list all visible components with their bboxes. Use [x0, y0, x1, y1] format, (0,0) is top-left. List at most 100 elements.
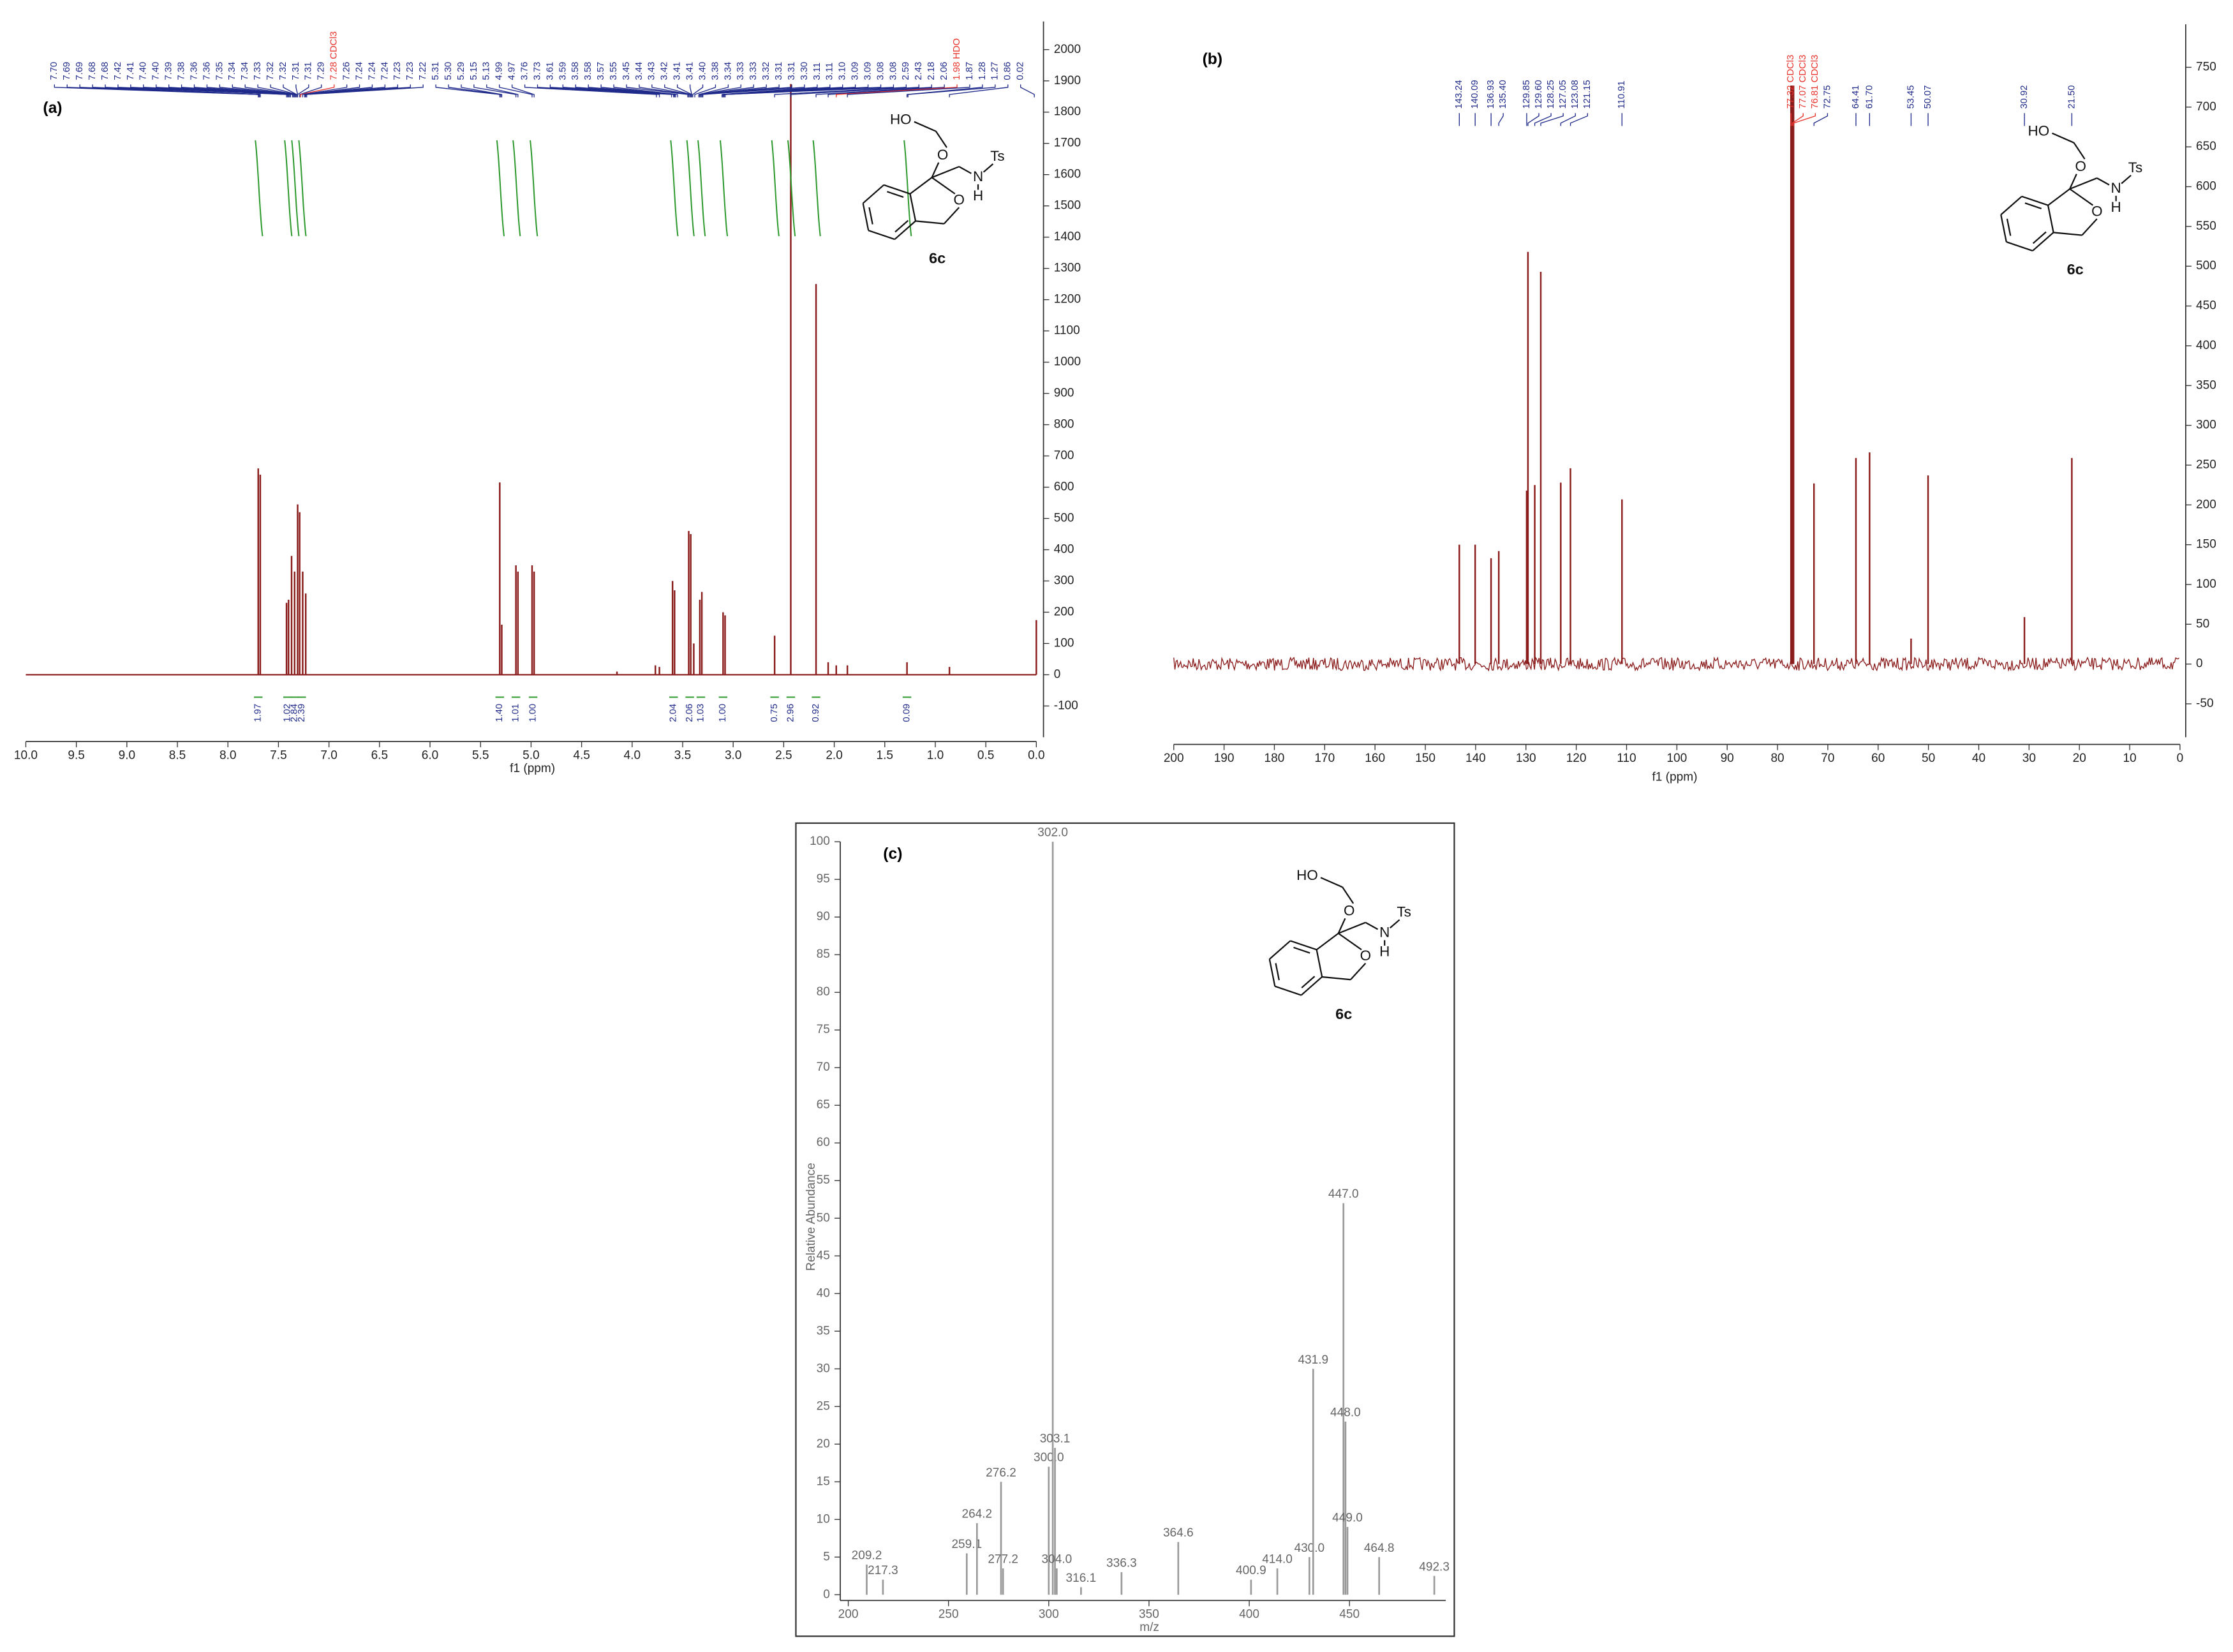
x-axis-label: f1 (ppm) — [1652, 770, 1698, 784]
peak-label-leader — [836, 84, 958, 98]
x-tick-label: 4.5 — [573, 749, 590, 763]
bond — [935, 131, 947, 148]
peak-label-leader — [724, 84, 894, 98]
peak-label: 3.31 — [787, 62, 797, 80]
bond — [2069, 188, 2094, 206]
peak-label: 61.70 — [1864, 85, 1874, 108]
peak-label: 3.10 — [838, 62, 848, 80]
ms-peak-label: 277.2 — [988, 1553, 1018, 1566]
ms-peak-label: 217.3 — [868, 1564, 898, 1577]
x-axis-label: m/z — [1139, 1621, 1159, 1634]
peak-label-leader — [304, 84, 386, 98]
peak-label: 2.59 — [901, 62, 911, 80]
peak-label-leader — [499, 84, 533, 98]
peak-label-leader — [906, 84, 983, 98]
peak-label: 21.50 — [2066, 85, 2077, 108]
bond — [2121, 174, 2132, 184]
peak-label: 7.34 — [240, 62, 250, 80]
peak-label-leader — [815, 84, 932, 98]
y-tick-label: 35 — [817, 1324, 830, 1337]
peak-label: 7.24 — [380, 62, 390, 80]
integral-label: 2.84 — [290, 704, 300, 722]
peak-label: 3.40 — [697, 62, 708, 80]
peak-label-leader — [549, 84, 672, 98]
peak-label-leader — [1560, 113, 1576, 126]
peak-label: 3.31 — [774, 62, 784, 80]
x-tick-label: 2.5 — [775, 749, 792, 763]
peak-label: 5.30 — [443, 62, 454, 80]
peak-label: 128.25 — [1546, 80, 1556, 108]
peak-label: 3.58 — [570, 62, 581, 80]
peak-label: 3.11 — [825, 63, 835, 80]
peak-label: 3.30 — [799, 62, 810, 80]
peak-label: 7.29 — [316, 62, 327, 80]
peak-label: 3.59 — [558, 62, 568, 80]
peak-label: 3.11 — [812, 63, 822, 80]
bond — [2053, 232, 2082, 236]
bond — [1275, 963, 1280, 981]
ms-peak-label: 259.1 — [951, 1538, 982, 1551]
peak-label: 7.38 — [176, 62, 186, 80]
y-tick-label: 1100 — [1054, 324, 1080, 338]
y-tick-label: 1000 — [1054, 355, 1081, 369]
bond — [958, 166, 972, 174]
y-tick-label: 1300 — [1054, 262, 1081, 275]
peak-label: 3.32 — [761, 62, 771, 80]
peak-label-leader — [461, 84, 503, 98]
x-tick-label: 9.0 — [119, 749, 135, 763]
x-tick-label: 3.5 — [674, 749, 691, 763]
x-tick-label: 20 — [2073, 752, 2086, 765]
x-tick-label: 100 — [1666, 752, 1687, 765]
peak-label: 7.70 — [49, 62, 59, 80]
y-tick-label: 550 — [2196, 220, 2216, 233]
peak-label-leader — [639, 84, 690, 98]
noise — [1173, 656, 2180, 672]
x-tick-label: 10 — [2123, 752, 2136, 765]
structure-label: O — [1360, 948, 1371, 964]
bond — [894, 220, 909, 233]
peak-label: 3.45 — [621, 62, 632, 80]
ms-peak-label: 303.1 — [1040, 1432, 1071, 1446]
bond — [1365, 921, 1379, 930]
structure-label: HO — [1296, 867, 1318, 883]
integral-curve — [719, 140, 729, 237]
peak-label-leader — [524, 84, 657, 98]
bond — [2047, 205, 2054, 233]
x-tick-label: 250 — [938, 1608, 959, 1621]
y-tick-label: 1400 — [1054, 230, 1081, 244]
peak-label-leader — [847, 84, 970, 98]
x-tick-label: 3.0 — [725, 749, 741, 763]
peak-label: 0.86 — [1003, 62, 1013, 80]
peak-label-leader — [486, 84, 519, 98]
peak-label-leader — [790, 84, 919, 98]
structure-label: N — [973, 168, 983, 184]
y-tick-label: 1200 — [1054, 293, 1081, 306]
ms-peak-label: 302.0 — [1037, 826, 1068, 840]
bond — [1290, 940, 1317, 951]
ms-peak-label: 430.0 — [1294, 1542, 1324, 1555]
bond — [2000, 195, 2022, 216]
x-tick-label: 6.0 — [422, 749, 438, 763]
peak-label-leader — [827, 84, 945, 98]
integral-label: 1.97 — [253, 704, 263, 722]
peak-label: 3.09 — [863, 62, 873, 80]
ms-peak-label: 364.6 — [1163, 1526, 1194, 1540]
peak-label: 7.68 — [100, 62, 110, 80]
y-tick-label: 75 — [817, 1023, 830, 1036]
x-tick-label: 70 — [1821, 752, 1834, 765]
bond — [1316, 932, 1339, 951]
x-tick-label: 200 — [838, 1608, 859, 1621]
x-tick-label: 8.0 — [219, 749, 236, 763]
peak-label: 3.08 — [875, 62, 886, 80]
integral-label: 0.09 — [902, 704, 912, 722]
ms-peak-label: 209.2 — [852, 1549, 882, 1563]
ms-peak-label: 316.1 — [1066, 1572, 1097, 1585]
peak-label: 3.73 — [532, 62, 542, 80]
x-tick-label: 170 — [1314, 752, 1335, 765]
structure-label: Ts — [990, 148, 1004, 164]
bond — [883, 184, 910, 195]
x-tick-label: 80 — [1770, 752, 1784, 765]
x-tick-label: 120 — [1566, 752, 1587, 765]
peak-label: 72.75 — [1822, 85, 1832, 108]
